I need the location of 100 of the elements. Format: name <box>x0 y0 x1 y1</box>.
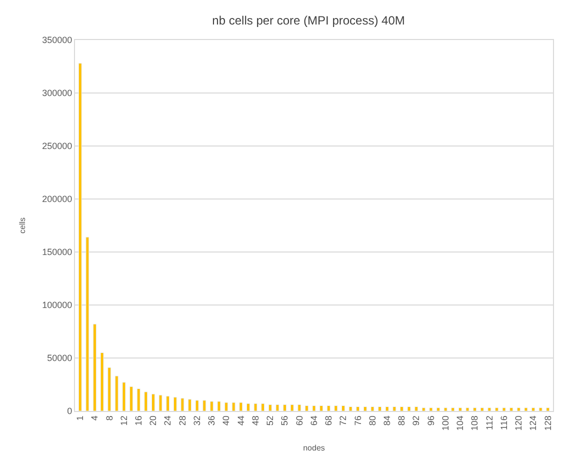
bar <box>136 388 140 411</box>
x-tick-label: 96 <box>426 416 436 426</box>
x-tick-label: 32 <box>192 416 202 426</box>
bar <box>392 406 396 411</box>
bar <box>363 406 367 411</box>
y-axis-title: cells <box>18 217 27 234</box>
y-tick-label: 250000 <box>42 141 72 152</box>
bar <box>210 401 214 411</box>
bar <box>400 406 404 411</box>
bar <box>283 404 286 411</box>
bar <box>532 408 535 411</box>
bar <box>407 406 411 411</box>
bar <box>144 392 148 411</box>
x-tick-label: 1 <box>75 416 86 421</box>
bar <box>114 376 118 411</box>
bar <box>334 405 338 411</box>
bar <box>195 400 199 411</box>
bar <box>276 404 280 411</box>
bar <box>524 408 528 411</box>
bar <box>130 386 133 411</box>
x-tick-label: 128 <box>542 416 553 431</box>
bar <box>86 236 90 411</box>
bar <box>78 63 82 411</box>
x-tick-label: 52 <box>265 416 276 426</box>
bar <box>254 403 258 411</box>
x-tick-label: 92 <box>411 416 422 426</box>
x-tick-label: 40 <box>221 416 232 426</box>
y-tick-label: 50000 <box>47 353 72 364</box>
bar <box>502 408 506 411</box>
x-tick-label: 28 <box>177 416 188 426</box>
bar <box>158 394 162 411</box>
x-tick-label: 8 <box>104 416 114 421</box>
bar <box>488 408 492 411</box>
bar <box>108 367 112 411</box>
bar <box>180 398 184 411</box>
bar <box>246 403 250 411</box>
bar <box>298 404 302 411</box>
bar <box>188 399 192 411</box>
bar <box>151 394 155 411</box>
bar <box>173 396 177 411</box>
bar <box>414 406 418 411</box>
x-tick-label: 20 <box>148 416 158 426</box>
bar <box>232 402 236 411</box>
x-tick-label: 112 <box>484 416 494 430</box>
x-tick-label: 72 <box>338 416 348 426</box>
bar <box>342 405 345 411</box>
y-tick-label: 300000 <box>42 88 72 98</box>
x-tick-label: 80 <box>367 416 378 426</box>
bar <box>268 404 272 411</box>
bar <box>458 408 462 411</box>
bar <box>217 401 221 411</box>
bar <box>100 352 104 411</box>
bar <box>385 406 389 411</box>
bar <box>326 405 330 411</box>
x-tick-label: 104 <box>455 416 466 431</box>
bar <box>436 408 440 411</box>
x-tick-label: 76 <box>352 416 363 426</box>
x-tick-label: 36 <box>206 416 217 426</box>
x-tick-label: 16 <box>134 416 144 426</box>
bar <box>224 402 228 411</box>
y-tick-label: 100000 <box>42 300 72 310</box>
bar <box>348 406 352 411</box>
bar <box>202 400 206 411</box>
bar <box>429 408 433 411</box>
x-tick-label: 24 <box>162 416 173 426</box>
y-tick-label: 150000 <box>42 247 72 258</box>
bar <box>166 396 170 411</box>
bar <box>320 405 324 411</box>
bar <box>538 408 542 411</box>
bar <box>122 382 126 411</box>
y-tick-label: 0 <box>67 406 72 416</box>
x-tick-label: 88 <box>396 416 407 426</box>
bar <box>480 408 484 411</box>
x-tick-label: 60 <box>294 416 304 426</box>
chart-title: nb cells per core (MPI process) 40M <box>212 14 405 28</box>
bar <box>444 408 448 411</box>
x-tick-label: 84 <box>382 416 392 426</box>
bar <box>261 403 265 411</box>
bar <box>422 408 426 411</box>
bar <box>516 408 520 411</box>
x-tick-label: 44 <box>236 416 246 426</box>
bar <box>312 405 316 411</box>
x-tick-label: 68 <box>324 416 334 426</box>
x-tick-label: 12 <box>118 416 129 426</box>
x-tick-label: 108 <box>470 416 480 431</box>
y-tick-label: 200000 <box>42 194 72 204</box>
bar <box>378 406 382 411</box>
bar <box>356 406 360 411</box>
x-tick-label: 48 <box>250 416 260 426</box>
bar <box>466 408 470 411</box>
bar <box>546 408 550 411</box>
bar <box>93 324 96 411</box>
x-tick-label: 56 <box>280 416 290 426</box>
bar <box>495 408 498 411</box>
bar <box>510 408 514 411</box>
x-tick-label: 100 <box>440 416 450 431</box>
bar <box>370 406 374 411</box>
x-axis-title: nodes <box>303 444 325 453</box>
bar <box>304 405 308 411</box>
x-tick-label: 4 <box>90 416 100 421</box>
